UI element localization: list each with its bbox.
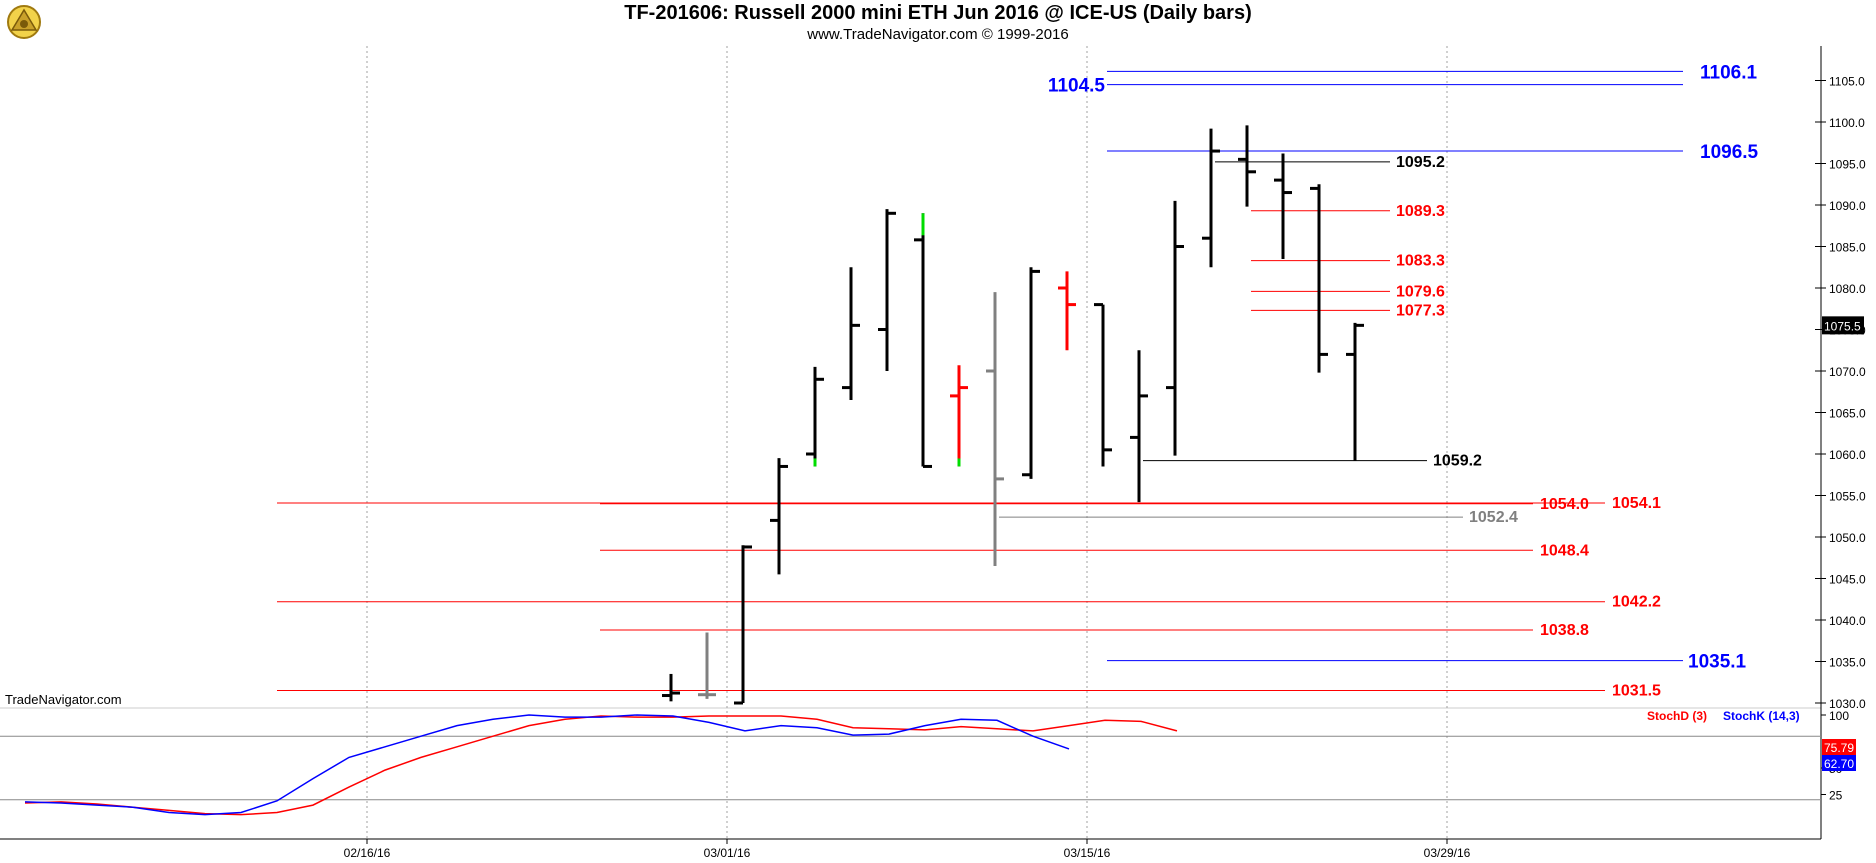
y-tick-label: 1030.0 xyxy=(1829,697,1866,711)
y-tick-label: 1060.0 xyxy=(1829,448,1866,462)
ohlc-bar xyxy=(1166,200,1184,456)
y-tick-label: 1050.0 xyxy=(1829,531,1866,545)
y-tick-label: 1085.0 xyxy=(1829,241,1866,255)
level-label-1079.6: 1079.6 xyxy=(1396,283,1445,300)
ohlc-bar xyxy=(1274,153,1292,259)
date-axis-bg xyxy=(0,839,1876,863)
chart-header: TF-201606: Russell 2000 mini ETH Jun 201… xyxy=(0,0,1876,46)
date-tick-label: 03/15/16 xyxy=(1064,846,1111,860)
y-tick-label: 1100.0 xyxy=(1829,116,1865,130)
stoch-last-box xyxy=(1822,755,1856,771)
level-label-1089.3: 1089.3 xyxy=(1396,203,1445,220)
y-tick-label: 1070.0 xyxy=(1829,365,1866,379)
ohlc-bar xyxy=(1058,271,1076,351)
price-level-lines: 1106.1 1104.5 1096.5 1095.2 1089.3 1083.3 1079… xyxy=(277,62,1759,700)
y-tick-label: 1040.0 xyxy=(1829,614,1866,628)
level-label-1048.4: 1048.4 xyxy=(1540,542,1589,559)
price-axis: 1030.0 1035.0 1040.0 1045.0 1050.0 1055.0 1060… xyxy=(1820,46,1876,839)
level-label-1052.4: 1052.4 xyxy=(1469,509,1518,526)
ohlc-bar xyxy=(698,632,716,699)
date-axis: 02/16/16 03/01/16 03/15/16 03/29/16 xyxy=(0,838,1876,863)
stoch-last-label: 62.70 xyxy=(1824,757,1854,771)
ohlc-bar xyxy=(1022,267,1040,479)
level-label-1059.2: 1059.2 xyxy=(1433,453,1482,470)
chart-subtitle: www.TradeNavigator.com © 1999-2016 xyxy=(807,26,1069,43)
ohlc-bar xyxy=(950,365,968,467)
ohlc-bar xyxy=(662,673,680,702)
level-label-1031.5: 1031.5 xyxy=(1612,683,1661,700)
level-label-1038.8: 1038.8 xyxy=(1540,622,1589,639)
ohlc-bar xyxy=(806,366,824,467)
y-tick-label: 1080.0 xyxy=(1829,282,1866,296)
watermark-text: TradeNavigator.com xyxy=(5,692,122,707)
ohlc-bar xyxy=(1346,322,1364,461)
y-tick-label: 1095.0 xyxy=(1829,158,1866,172)
chart-title: TF-201606: Russell 2000 mini ETH Jun 201… xyxy=(624,2,1252,24)
ohlc-bar xyxy=(986,292,1004,567)
stoch-panel-bg xyxy=(0,710,1821,839)
level-label-1095.2: 1095.2 xyxy=(1396,154,1445,171)
level-label-1083.3: 1083.3 xyxy=(1396,253,1445,270)
level-label-1042.2: 1042.2 xyxy=(1612,594,1661,611)
last-price-label: 1075.5 xyxy=(1824,319,1861,333)
stoch-y-tick-label: 100 xyxy=(1829,709,1849,723)
ohlc-bar xyxy=(1094,303,1112,467)
chart-background xyxy=(0,46,1876,839)
y-tick-label: 1065.0 xyxy=(1829,407,1866,421)
ohlc-bar xyxy=(1310,184,1328,373)
level-label-1104.5: 1104.5 xyxy=(1048,76,1105,97)
stoch-legend-d: StochD (3) xyxy=(1647,709,1707,723)
ohlc-bar xyxy=(770,458,788,575)
level-label-1106.1: 1106.1 xyxy=(1700,62,1757,83)
date-tick-label: 03/01/16 xyxy=(704,846,751,860)
ohlc-bar xyxy=(734,545,752,705)
y-tick-label: 1035.0 xyxy=(1829,656,1866,670)
axis-background xyxy=(1821,46,1876,839)
ohlc-bar xyxy=(1202,128,1220,268)
y-tick-label: 1090.0 xyxy=(1829,199,1866,213)
chart-gridlines xyxy=(366,46,1821,839)
ohlc-bar xyxy=(842,267,860,401)
y-tick-label: 1055.0 xyxy=(1829,490,1866,504)
level-label-1054.0: 1054.0 xyxy=(1540,496,1589,513)
y-tick-label: 1045.0 xyxy=(1829,573,1866,587)
ohlc-bar xyxy=(878,209,896,371)
level-label-1054.1: 1054.1 xyxy=(1612,495,1661,512)
price-bars xyxy=(662,125,1364,705)
stoch-y-tick-label: 25 xyxy=(1829,789,1843,803)
ohlc-bar xyxy=(1238,125,1256,207)
level-label-1077.3: 1077.3 xyxy=(1396,302,1445,319)
date-tick-label: 03/29/16 xyxy=(1424,846,1471,860)
ohlc-bar xyxy=(914,213,932,468)
stoch-legend-k: StochK (14,3) xyxy=(1723,709,1800,723)
trade-navigator-logo-icon xyxy=(4,2,44,42)
stoch-last-box xyxy=(1822,739,1856,755)
last-price-box xyxy=(1822,316,1864,335)
y-tick-label: 1105.0 xyxy=(1829,75,1865,89)
date-tick-label: 02/16/16 xyxy=(344,846,391,860)
price-panel-bg xyxy=(0,46,1821,707)
level-label-1035.1: 1035.1 xyxy=(1688,652,1747,673)
ohlc-bar xyxy=(1130,350,1148,503)
stoch-series-line xyxy=(24,714,1070,816)
level-label-1096.5: 1096.5 xyxy=(1700,142,1759,163)
stoch-last-label: 75.79 xyxy=(1824,741,1854,755)
